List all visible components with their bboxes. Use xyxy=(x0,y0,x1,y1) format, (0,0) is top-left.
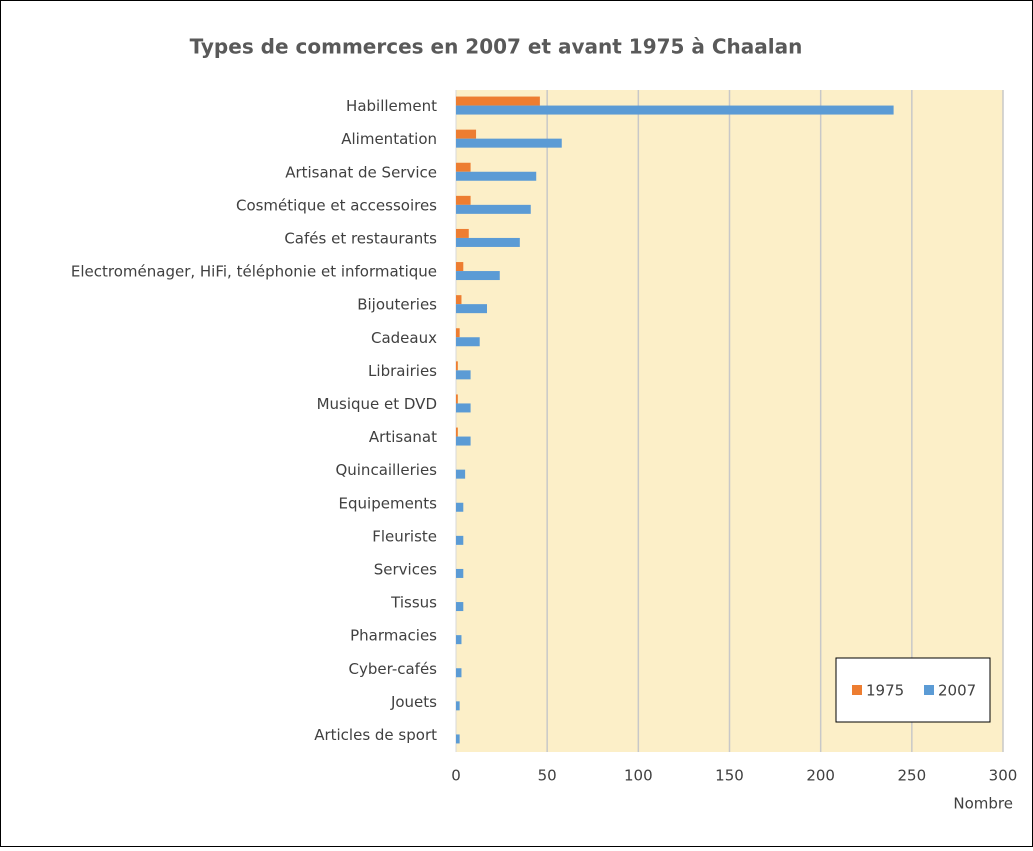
bar xyxy=(456,328,460,338)
y-tick-label: Librairies xyxy=(368,362,437,380)
bar xyxy=(456,96,540,106)
bar xyxy=(456,304,487,314)
bar xyxy=(456,502,464,512)
y-tick-label: Alimentation xyxy=(341,130,437,148)
x-tick-label: 0 xyxy=(451,767,461,785)
y-tick-label: Tissus xyxy=(390,594,437,612)
bar xyxy=(456,701,460,711)
bar xyxy=(456,436,471,446)
bar xyxy=(456,734,460,744)
y-tick-label: Cosmétique et accessoires xyxy=(236,196,437,214)
chart-title: Types de commerces en 2007 et avant 1975… xyxy=(190,35,803,59)
bar xyxy=(456,668,462,678)
bar xyxy=(456,138,562,148)
bar xyxy=(456,635,462,645)
bar xyxy=(456,361,458,371)
y-tick-label: Quincailleries xyxy=(335,461,437,479)
x-axis-label: Nombre xyxy=(953,795,1013,813)
x-tick-label: 200 xyxy=(806,767,835,785)
x-tick-label: 300 xyxy=(989,767,1018,785)
y-tick-label: Jouets xyxy=(390,693,437,711)
y-tick-label: Electroménager, HiFi, téléphonie et info… xyxy=(71,263,437,281)
legend-swatch xyxy=(852,685,862,695)
bar xyxy=(456,370,471,380)
bar xyxy=(456,162,471,172)
bar xyxy=(456,262,464,272)
y-tick-label: Equipements xyxy=(339,494,438,512)
y-tick-label: Bijouteries xyxy=(357,296,437,314)
bar xyxy=(456,602,464,612)
y-tick-label: Cyber-cafés xyxy=(349,660,438,678)
bar xyxy=(456,469,466,479)
bar xyxy=(456,427,458,437)
bar xyxy=(456,204,531,214)
bar xyxy=(456,403,471,413)
bar xyxy=(456,271,500,281)
bar xyxy=(456,171,537,181)
legend-label: 1975 xyxy=(866,682,904,700)
bar xyxy=(456,337,480,347)
y-tick-label: Musique et DVD xyxy=(317,395,437,413)
bar xyxy=(456,228,469,238)
y-tick-label: Articles de sport xyxy=(314,726,437,744)
y-tick-label: Artisanat de Service xyxy=(285,163,437,181)
y-tick-label: Artisanat xyxy=(369,428,437,446)
bar xyxy=(456,195,471,205)
y-tick-label: Pharmacies xyxy=(350,627,437,645)
bar xyxy=(456,237,520,247)
bar xyxy=(456,535,464,545)
y-tick-label: Fleuriste xyxy=(372,527,437,545)
bar xyxy=(456,105,894,115)
legend-label: 2007 xyxy=(938,682,976,700)
bar xyxy=(456,568,464,578)
bar xyxy=(456,394,458,404)
x-tick-label: 100 xyxy=(624,767,653,785)
x-tick-label: 250 xyxy=(898,767,927,785)
bar xyxy=(456,129,477,139)
bar xyxy=(456,295,462,305)
y-tick-label: Cadeaux xyxy=(371,329,437,347)
y-tick-label: Cafés et restaurants xyxy=(284,229,437,247)
y-tick-label: Services xyxy=(374,560,437,578)
x-tick-label: 150 xyxy=(715,767,744,785)
legend-swatch xyxy=(924,685,934,695)
y-tick-label: Habillement xyxy=(346,97,437,115)
x-tick-label: 50 xyxy=(538,767,557,785)
